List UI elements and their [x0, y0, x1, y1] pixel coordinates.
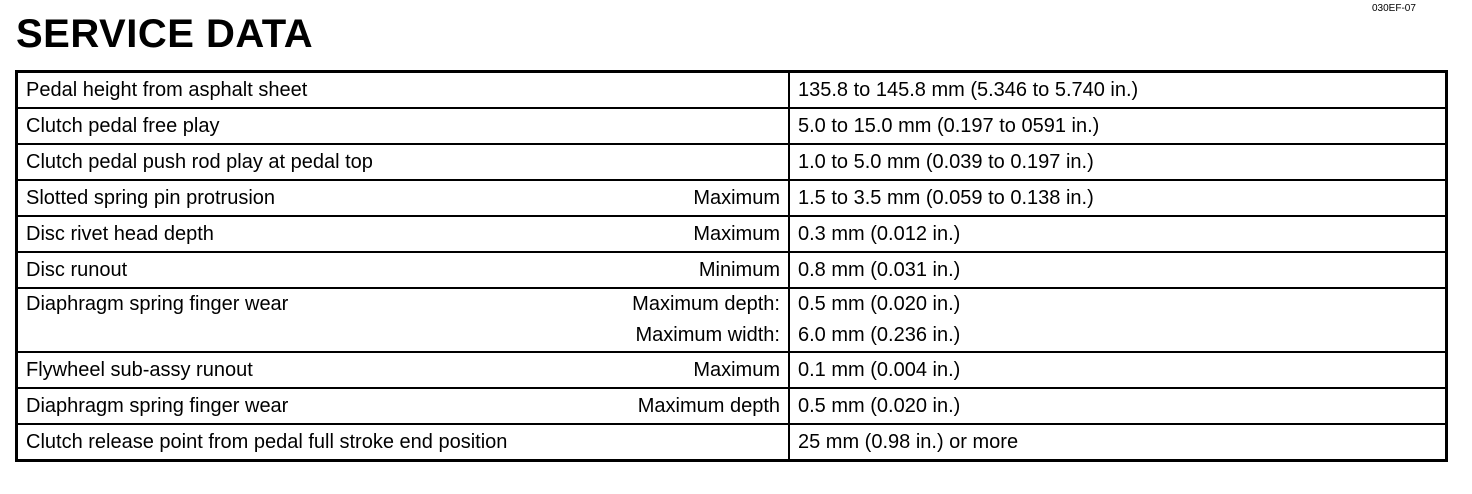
spec-value: 135.8 to 145.8 mm (5.346 to 5.740 in.)	[798, 78, 1139, 101]
spec-value: 5.0 to 15.0 mm (0.197 to 0591 in.)	[798, 114, 1100, 137]
item-cell: Clutch pedal free play	[15, 107, 790, 145]
table-row: Flywheel sub-assy runout Maximum 0.1 mm (0…	[15, 351, 1448, 389]
item-cell: Flywheel sub-assy runout Maximum	[15, 351, 790, 389]
table-row: Slotted spring pin protrusion Maximum 1.5 …	[15, 179, 1448, 217]
value-cell: 0.5 mm (0.020 in.) 6.0 mm (0.236 in.)	[788, 287, 1448, 353]
item-cell: Slotted spring pin protrusion Maximum	[15, 179, 790, 217]
value-cell: 25 mm (0.98 in.) or more	[788, 423, 1448, 462]
table-row: Clutch pedal push rod play at pedal top 1…	[15, 143, 1448, 181]
table-row: Diaphragm spring finger wear Maximum dept…	[15, 387, 1448, 425]
item-cell: Diaphragm spring finger wear Maximum dept…	[15, 387, 790, 425]
condition-label: Maximum	[693, 358, 780, 381]
item-label: Pedal height from asphalt sheet	[26, 79, 308, 101]
value-cell: 1.5 to 3.5 mm (0.059 to 0.138 in.)	[788, 179, 1448, 217]
value-cell: 0.1 mm (0.004 in.)	[788, 351, 1448, 389]
item-cell: Clutch pedal push rod play at pedal top	[15, 143, 790, 181]
value-cell: 135.8 to 145.8 mm (5.346 to 5.740 in.)	[788, 70, 1448, 109]
spec-value: 0.3 mm (0.012 in.)	[798, 222, 961, 245]
item-label: Disc runout	[26, 258, 128, 281]
spec-value: 1.0 to 5.0 mm (0.039 to 0.197 in.)	[798, 150, 1094, 173]
page-title: SERVICE DATA	[16, 12, 314, 56]
item-label: Slotted spring pin protrusion	[26, 186, 276, 209]
item-label: Clutch pedal push rod play at pedal top	[26, 151, 373, 173]
spec-value: 0.8 mm (0.031 in.)	[798, 258, 961, 281]
condition-label: Maximum depth	[637, 394, 780, 417]
condition-label: Maximum	[693, 222, 780, 245]
item-label: Diaphragm spring finger wear	[26, 394, 289, 417]
item-cell: Disc rivet head depth Maximum	[15, 215, 790, 253]
value-cell: 0.8 mm (0.031 in.)	[788, 251, 1448, 289]
item-cell: Disc runout Minimum	[15, 251, 790, 289]
condition-label: Maximum depth:	[632, 293, 780, 315]
value-cell: 0.5 mm (0.020 in.)	[788, 387, 1448, 425]
table-row: Pedal height from asphalt sheet 135.8 to …	[15, 70, 1448, 109]
spec-value: 6.0 mm (0.236 in.)	[798, 324, 961, 346]
value-cell: 5.0 to 15.0 mm (0.197 to 0591 in.)	[788, 107, 1448, 145]
spec-value: 25 mm (0.98 in.) or more	[798, 430, 1019, 453]
service-data-table: Pedal height from asphalt sheet 135.8 to …	[15, 70, 1448, 462]
table-row: Clutch release point from pedal full str…	[15, 423, 1448, 462]
spec-value: 0.1 mm (0.004 in.)	[798, 358, 961, 381]
item-label: Clutch release point from pedal full str…	[26, 431, 508, 453]
table-row: Diaphragm spring finger wear Maximum dept…	[15, 287, 1448, 353]
condition-label: Maximum	[693, 186, 780, 209]
item-label: Flywheel sub-assy runout	[26, 358, 253, 381]
item-label: Clutch pedal free play	[26, 115, 220, 137]
document-code: 030EF-07	[1372, 3, 1416, 14]
item-cell: Clutch release point from pedal full str…	[15, 423, 790, 462]
spec-value: 0.5 mm (0.020 in.)	[798, 293, 961, 315]
item-cell: Diaphragm spring finger wear Maximum dept…	[15, 287, 790, 353]
value-cell: 1.0 to 5.0 mm (0.039 to 0.197 in.)	[788, 143, 1448, 181]
item-label: Disc rivet head depth	[26, 222, 214, 245]
value-cell: 0.3 mm (0.012 in.)	[788, 215, 1448, 253]
spec-value: 1.5 to 3.5 mm (0.059 to 0.138 in.)	[798, 186, 1094, 209]
condition-label: Maximum width:	[635, 324, 780, 346]
table-row: Disc runout Minimum 0.8 mm (0.031 in.)	[15, 251, 1448, 289]
table-row: Disc rivet head depth Maximum 0.3 mm (0.01…	[15, 215, 1448, 253]
spec-value: 0.5 mm (0.020 in.)	[798, 394, 961, 417]
item-cell: Pedal height from asphalt sheet	[15, 70, 790, 109]
condition-label: Minimum	[698, 258, 780, 281]
table-row: Clutch pedal free play 5.0 to 15.0 mm (0.…	[15, 107, 1448, 145]
item-label: Diaphragm spring finger wear	[26, 293, 289, 315]
